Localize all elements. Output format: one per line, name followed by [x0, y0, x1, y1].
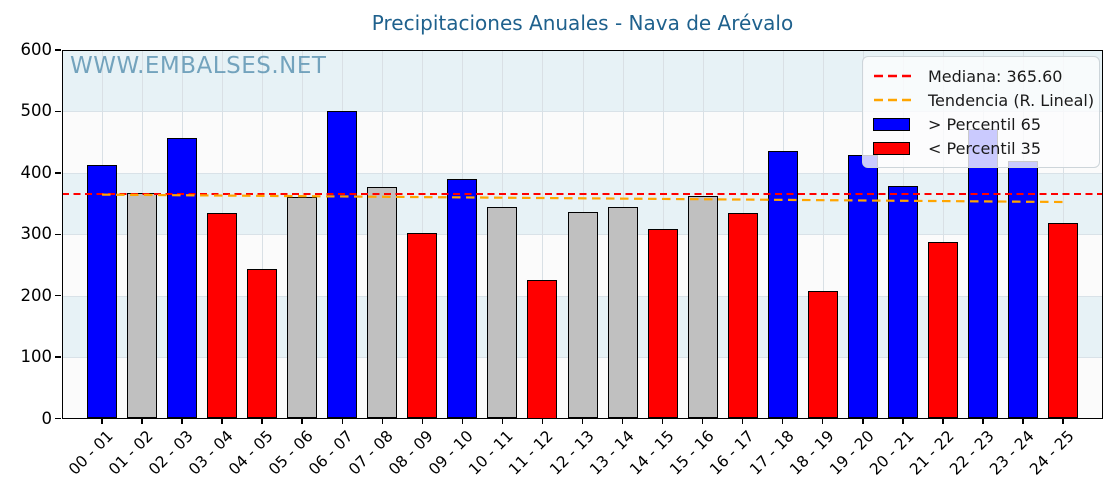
red-swatch-icon: [873, 142, 910, 156]
x-tick-mark: [821, 418, 824, 424]
x-tick-mark: [261, 418, 263, 424]
y-tick-mark: [55, 417, 61, 420]
x-tick-mark: [421, 418, 424, 424]
x-tick-mark: [862, 418, 864, 424]
y-tick-mark: [55, 356, 61, 358]
y-tick-mark: [55, 172, 61, 174]
legend-trend-label: Tendencia (R. Lineal): [928, 90, 1095, 110]
bar-21-22: [927, 242, 958, 419]
y-tick-mark: [55, 49, 61, 51]
legend-item-median: Mediana: 365.60: [873, 64, 1089, 88]
x-tick-mark: [942, 418, 944, 424]
x-gridline: [822, 50, 824, 419]
bar-22-23: [967, 129, 998, 419]
x-tick-mark: [341, 418, 344, 424]
legend-median-label: Mediana: 365.60: [928, 66, 1063, 86]
bar-24-25: [1047, 223, 1078, 419]
y-tick-label: 0: [41, 408, 53, 428]
bar-17-18: [767, 150, 798, 419]
bar-12-13: [567, 211, 598, 419]
bar-15-16: [687, 196, 718, 419]
bar-06-07: [327, 110, 358, 419]
y-tick-label: 400: [20, 162, 53, 182]
bar-18-19: [807, 291, 838, 419]
x-gridline: [942, 50, 944, 419]
x-tick-mark: [141, 418, 143, 424]
bar-23-24: [1007, 160, 1038, 419]
y-tick-mark: [55, 233, 61, 235]
x-tick-mark: [381, 418, 384, 424]
x-tick-mark: [301, 418, 303, 424]
legend-item-p65: > Percentil 65: [873, 113, 1089, 137]
y-tick-label: 600: [20, 40, 53, 59]
chart-title: Precipitaciones Anuales - Nava de Aréval…: [371, 11, 794, 35]
x-tick-mark: [581, 418, 584, 424]
x-gridline: [262, 50, 264, 419]
x-tick-mark: [181, 418, 183, 424]
x-tick-mark: [461, 418, 464, 424]
x-tick-mark: [621, 418, 624, 424]
bar-04-05: [247, 269, 278, 419]
x-tick-mark: [101, 418, 103, 424]
bar-20-21: [887, 186, 918, 419]
bar-13-14: [607, 206, 638, 419]
y-tick-label: 500: [20, 101, 53, 121]
median-dash-icon: [874, 74, 914, 78]
bar-01-02: [127, 193, 158, 419]
legend-p65-label: > Percentil 65: [928, 115, 1042, 135]
legend-item-trend: Tendencia (R. Lineal): [873, 88, 1094, 112]
x-tick-mark: [1022, 418, 1024, 424]
bar-05-06: [287, 197, 318, 419]
x-tick-mark: [902, 418, 904, 424]
y-tick-label: 100: [20, 347, 53, 367]
x-tick-mark: [982, 418, 984, 424]
x-tick-mark: [781, 418, 784, 424]
bar-02-03: [167, 137, 198, 419]
watermark: WWW.EMBALSES.NET: [70, 53, 327, 79]
bar-07-08: [367, 186, 398, 419]
legend-p35-label: < Percentil 35: [928, 139, 1042, 159]
x-gridline: [542, 50, 544, 419]
bar-03-04: [207, 213, 238, 419]
y-tick-label: 300: [20, 224, 53, 244]
blue-swatch-icon: [873, 118, 910, 132]
x-tick-mark: [221, 418, 223, 424]
bar-08-09: [407, 233, 438, 419]
legend-item-p35: < Percentil 35: [873, 137, 1089, 161]
trend-dash-icon: [874, 99, 914, 102]
bar-10-11: [487, 207, 518, 419]
x-tick-mark: [501, 418, 504, 424]
bar-19-20: [847, 155, 878, 419]
y-tick-label: 200: [20, 285, 53, 305]
x-tick-mark: [541, 418, 544, 424]
x-tick-mark: [741, 418, 744, 424]
legend: Mediana: 365.60 Tendencia (R. Lineal) > …: [862, 56, 1100, 168]
bar-11-12: [527, 280, 558, 419]
x-tick-mark: [1062, 418, 1064, 424]
bar-14-15: [647, 228, 678, 419]
y-tick-mark: [55, 294, 61, 297]
x-tick-mark: [701, 418, 704, 424]
bar-16-17: [727, 212, 758, 419]
bar-09-10: [447, 178, 478, 419]
bar-00-01: [87, 164, 118, 419]
y-tick-mark: [55, 110, 61, 113]
x-tick-mark: [661, 418, 664, 424]
